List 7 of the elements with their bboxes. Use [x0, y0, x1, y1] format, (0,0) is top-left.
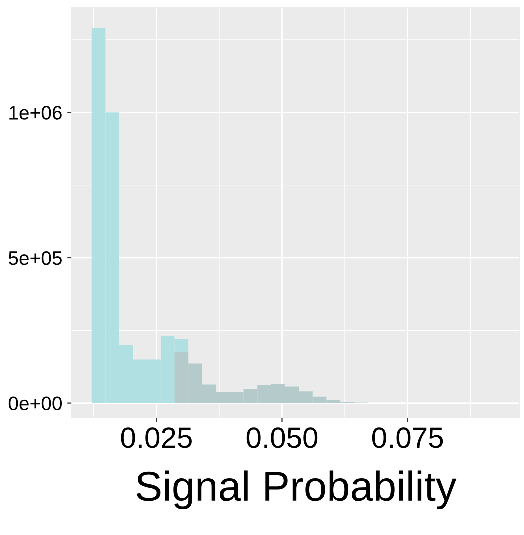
x-tick-label: 0.025	[121, 428, 192, 448]
y-tick-label: 5e+05	[8, 251, 62, 266]
y-tick-label: 0e+00	[8, 396, 62, 411]
x-tick-label: 0.075	[372, 428, 444, 448]
x-tick-label: 0.050	[246, 428, 318, 448]
y-tick-label: 1e+06	[10, 106, 62, 120]
x-axis-title: Signal Probability	[136, 470, 457, 510]
